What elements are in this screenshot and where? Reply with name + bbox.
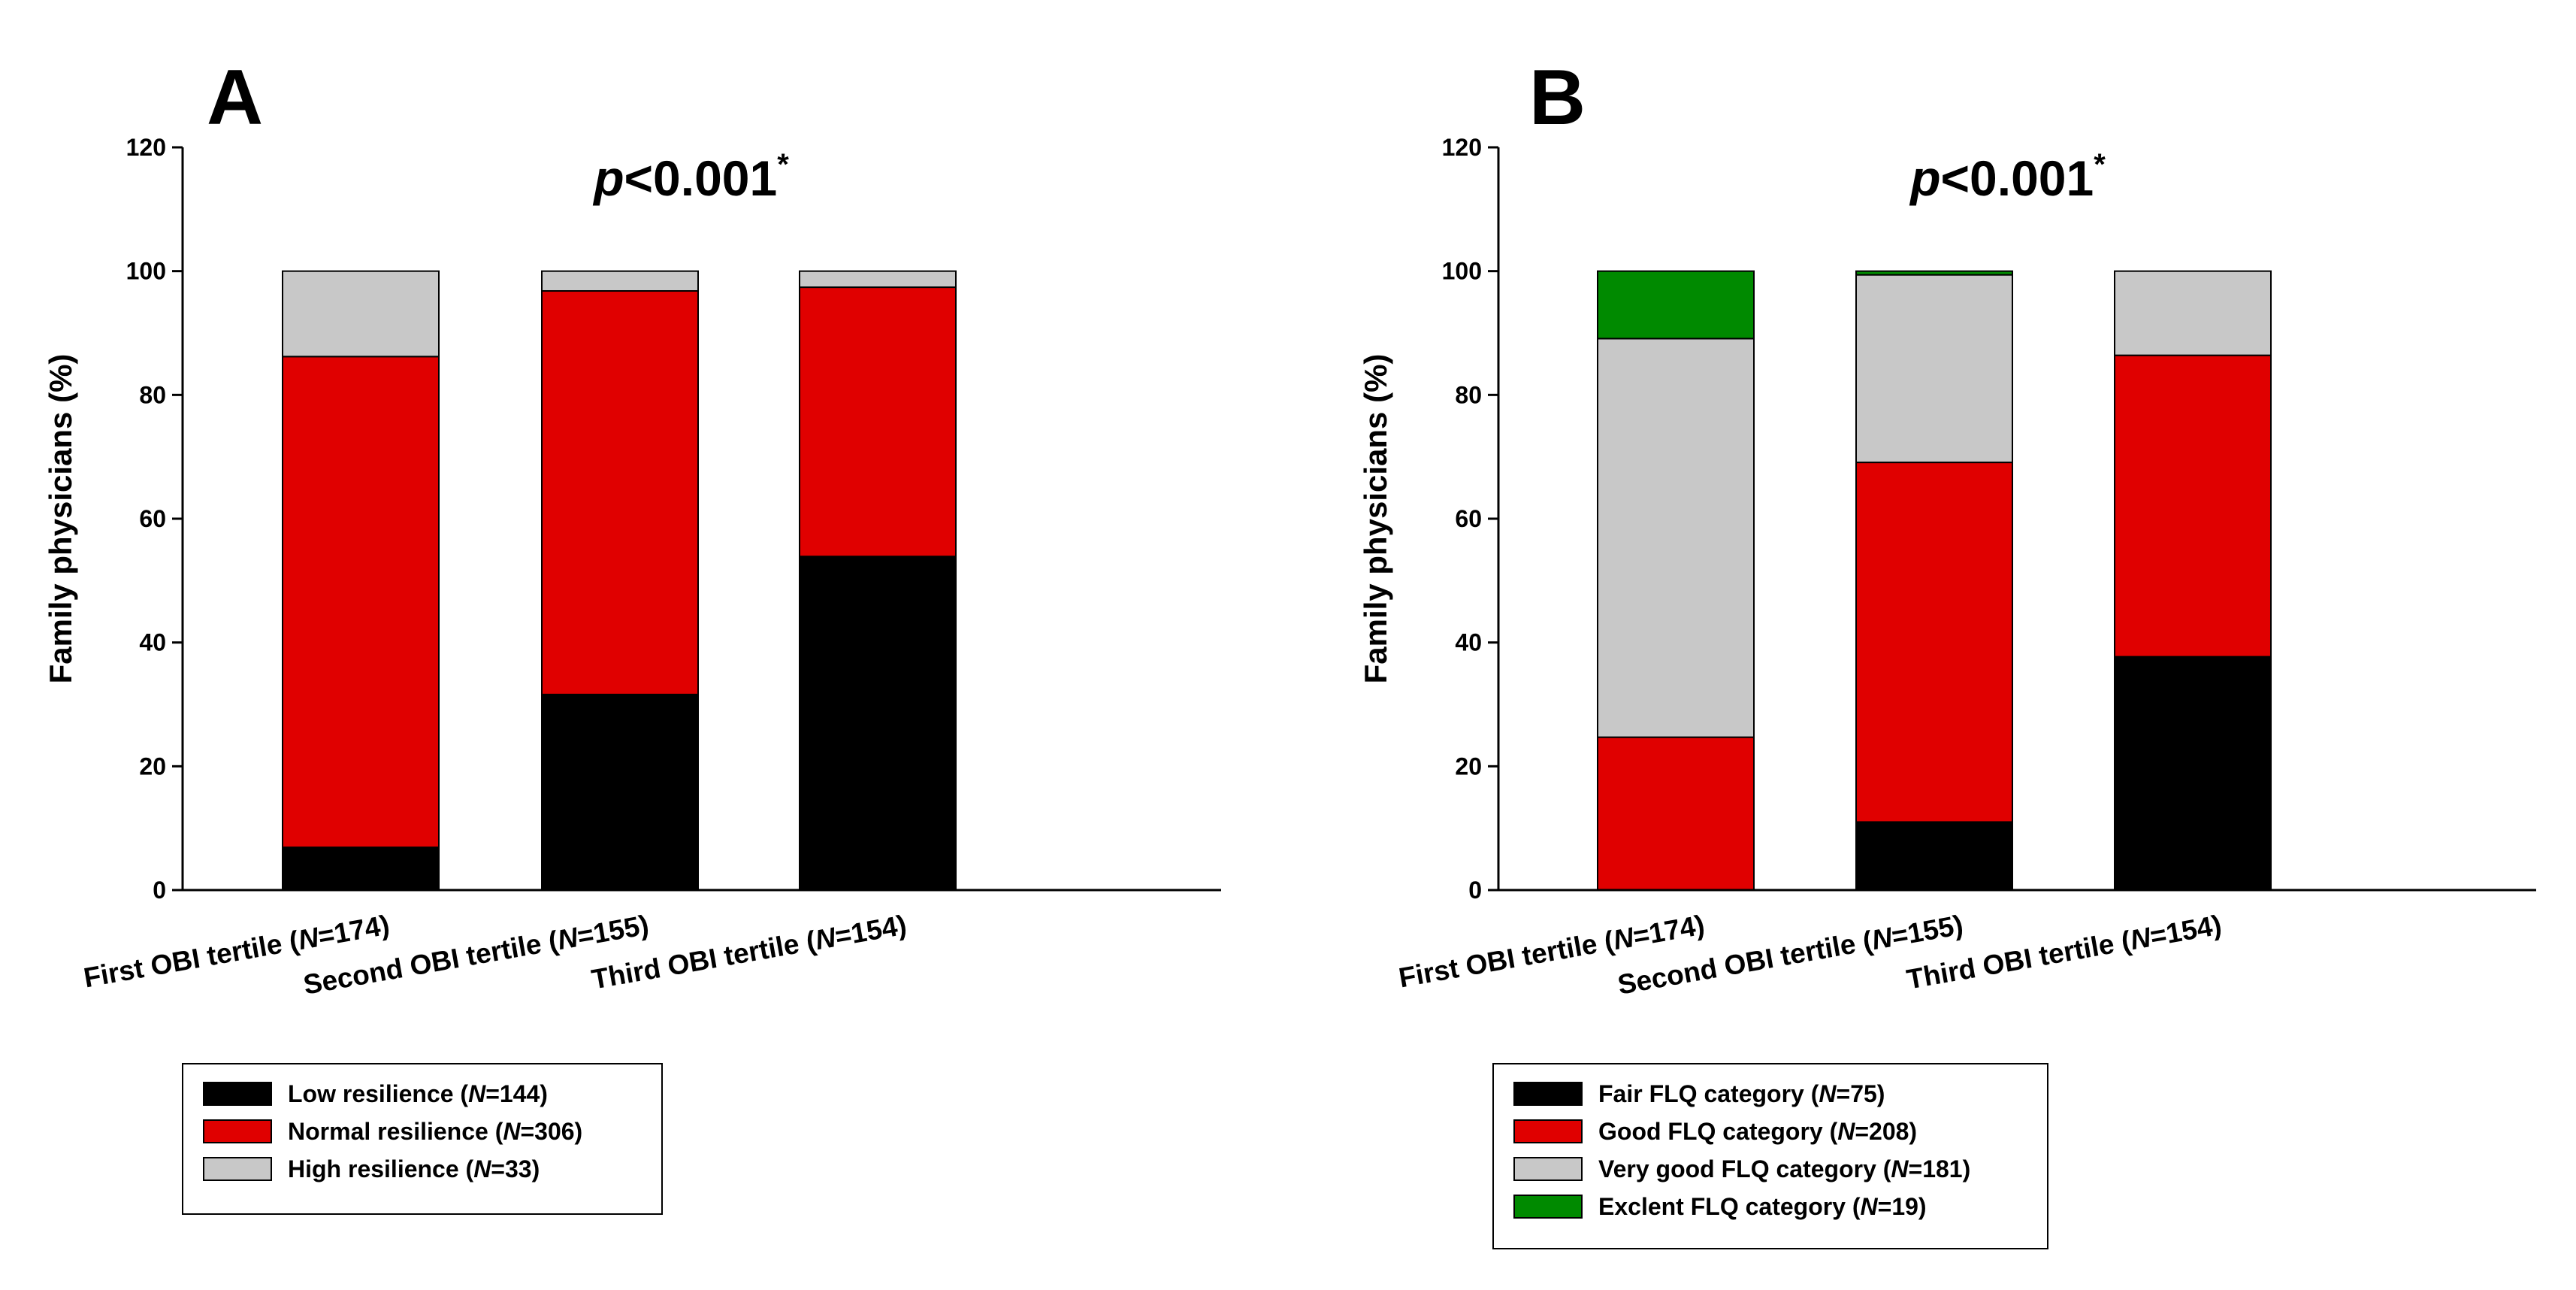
bar-segment-2-category-3	[799, 286, 957, 558]
bar-segment-4-category-2	[1855, 270, 2013, 276]
y-tick-label: 0	[153, 877, 166, 904]
y-tick-label: 100	[126, 258, 166, 285]
p-value-title: p<0.001*	[592, 148, 789, 206]
bar-segment-1-category-1	[282, 846, 440, 891]
y-tick-label: 100	[1442, 258, 1482, 285]
panel-letter: B	[1529, 54, 1586, 141]
legend-label-1: Fair FLQ category (N=75)	[1598, 1080, 1885, 1107]
y-axis-label: Family physicians (%)	[1358, 354, 1393, 684]
legend-swatch-2	[203, 1119, 272, 1143]
bar-segment-3-category-1	[1597, 338, 1755, 738]
bar-segment-3-category-2	[541, 270, 699, 292]
bar-segment-3-category-3	[799, 270, 957, 289]
y-tick-label: 120	[126, 134, 166, 161]
p-value-title: p<0.001*	[1909, 148, 2106, 206]
bar-segment-3-category-2	[1855, 274, 2013, 464]
legend-label-1: Low resilience (N=144)	[288, 1080, 548, 1107]
bar-segment-2-category-1	[1597, 736, 1755, 891]
bar-segment-3-category-1	[282, 270, 440, 358]
bar-segment-1-category-2	[541, 693, 699, 891]
legend-box	[1492, 1063, 2048, 1249]
legend-swatch-2	[1513, 1119, 1583, 1143]
bar-segment-2-category-2	[541, 290, 699, 695]
y-tick-label: 40	[139, 629, 166, 656]
panel-letter: A	[207, 54, 263, 141]
bar-segment-2-category-1	[282, 356, 440, 849]
panel-b: Bp<0.001* Family physicians (%) 0 20 40 60 80 1…	[1358, 54, 2536, 1249]
bar-segment-1-category-3	[2114, 656, 2272, 891]
bar-segment-3-category-3	[2114, 270, 2272, 356]
y-tick-label: 20	[1455, 752, 1482, 780]
y-tick-label: 60	[139, 505, 166, 532]
legend-swatch-3	[1513, 1157, 1583, 1181]
y-tick-label: 60	[1455, 505, 1482, 532]
legend-label-3: Very good FLQ category (N=181)	[1598, 1155, 1970, 1182]
y-tick-label: 20	[139, 752, 166, 780]
legend-label-4: Exclent FLQ category (N=19)	[1598, 1193, 1927, 1220]
legend-swatch-3	[203, 1157, 272, 1181]
legend-swatch-4	[1513, 1195, 1583, 1219]
bar-segment-2-category-2	[1855, 462, 2013, 823]
bar-segment-2-category-3	[2114, 354, 2272, 658]
y-tick-label: 80	[1455, 381, 1482, 408]
bar-segment-1-category-3	[799, 556, 957, 891]
legend-label-2: Good FLQ category (N=208)	[1598, 1118, 1917, 1145]
bar-segment-4-category-1	[1597, 270, 1755, 340]
y-tick-label: 40	[1455, 629, 1482, 656]
y-tick-label: 120	[1442, 134, 1482, 161]
y-tick-label: 80	[139, 381, 166, 408]
bar-segment-1-category-2	[1855, 821, 2013, 892]
legend: Fair FLQ category (N=75) Good FLQ categor…	[1492, 1063, 2048, 1249]
legend-label-2: Normal resilience (N=306)	[288, 1118, 582, 1145]
legend: Low resilience (N=144) Normal resilience …	[182, 1063, 663, 1215]
legend-label-3: High resilience (N=33)	[288, 1155, 540, 1182]
y-axis-label: Family physicians (%)	[43, 354, 78, 684]
y-tick-label: 0	[1468, 877, 1482, 904]
legend-swatch-1	[1513, 1082, 1583, 1106]
legend-swatch-1	[203, 1082, 272, 1106]
